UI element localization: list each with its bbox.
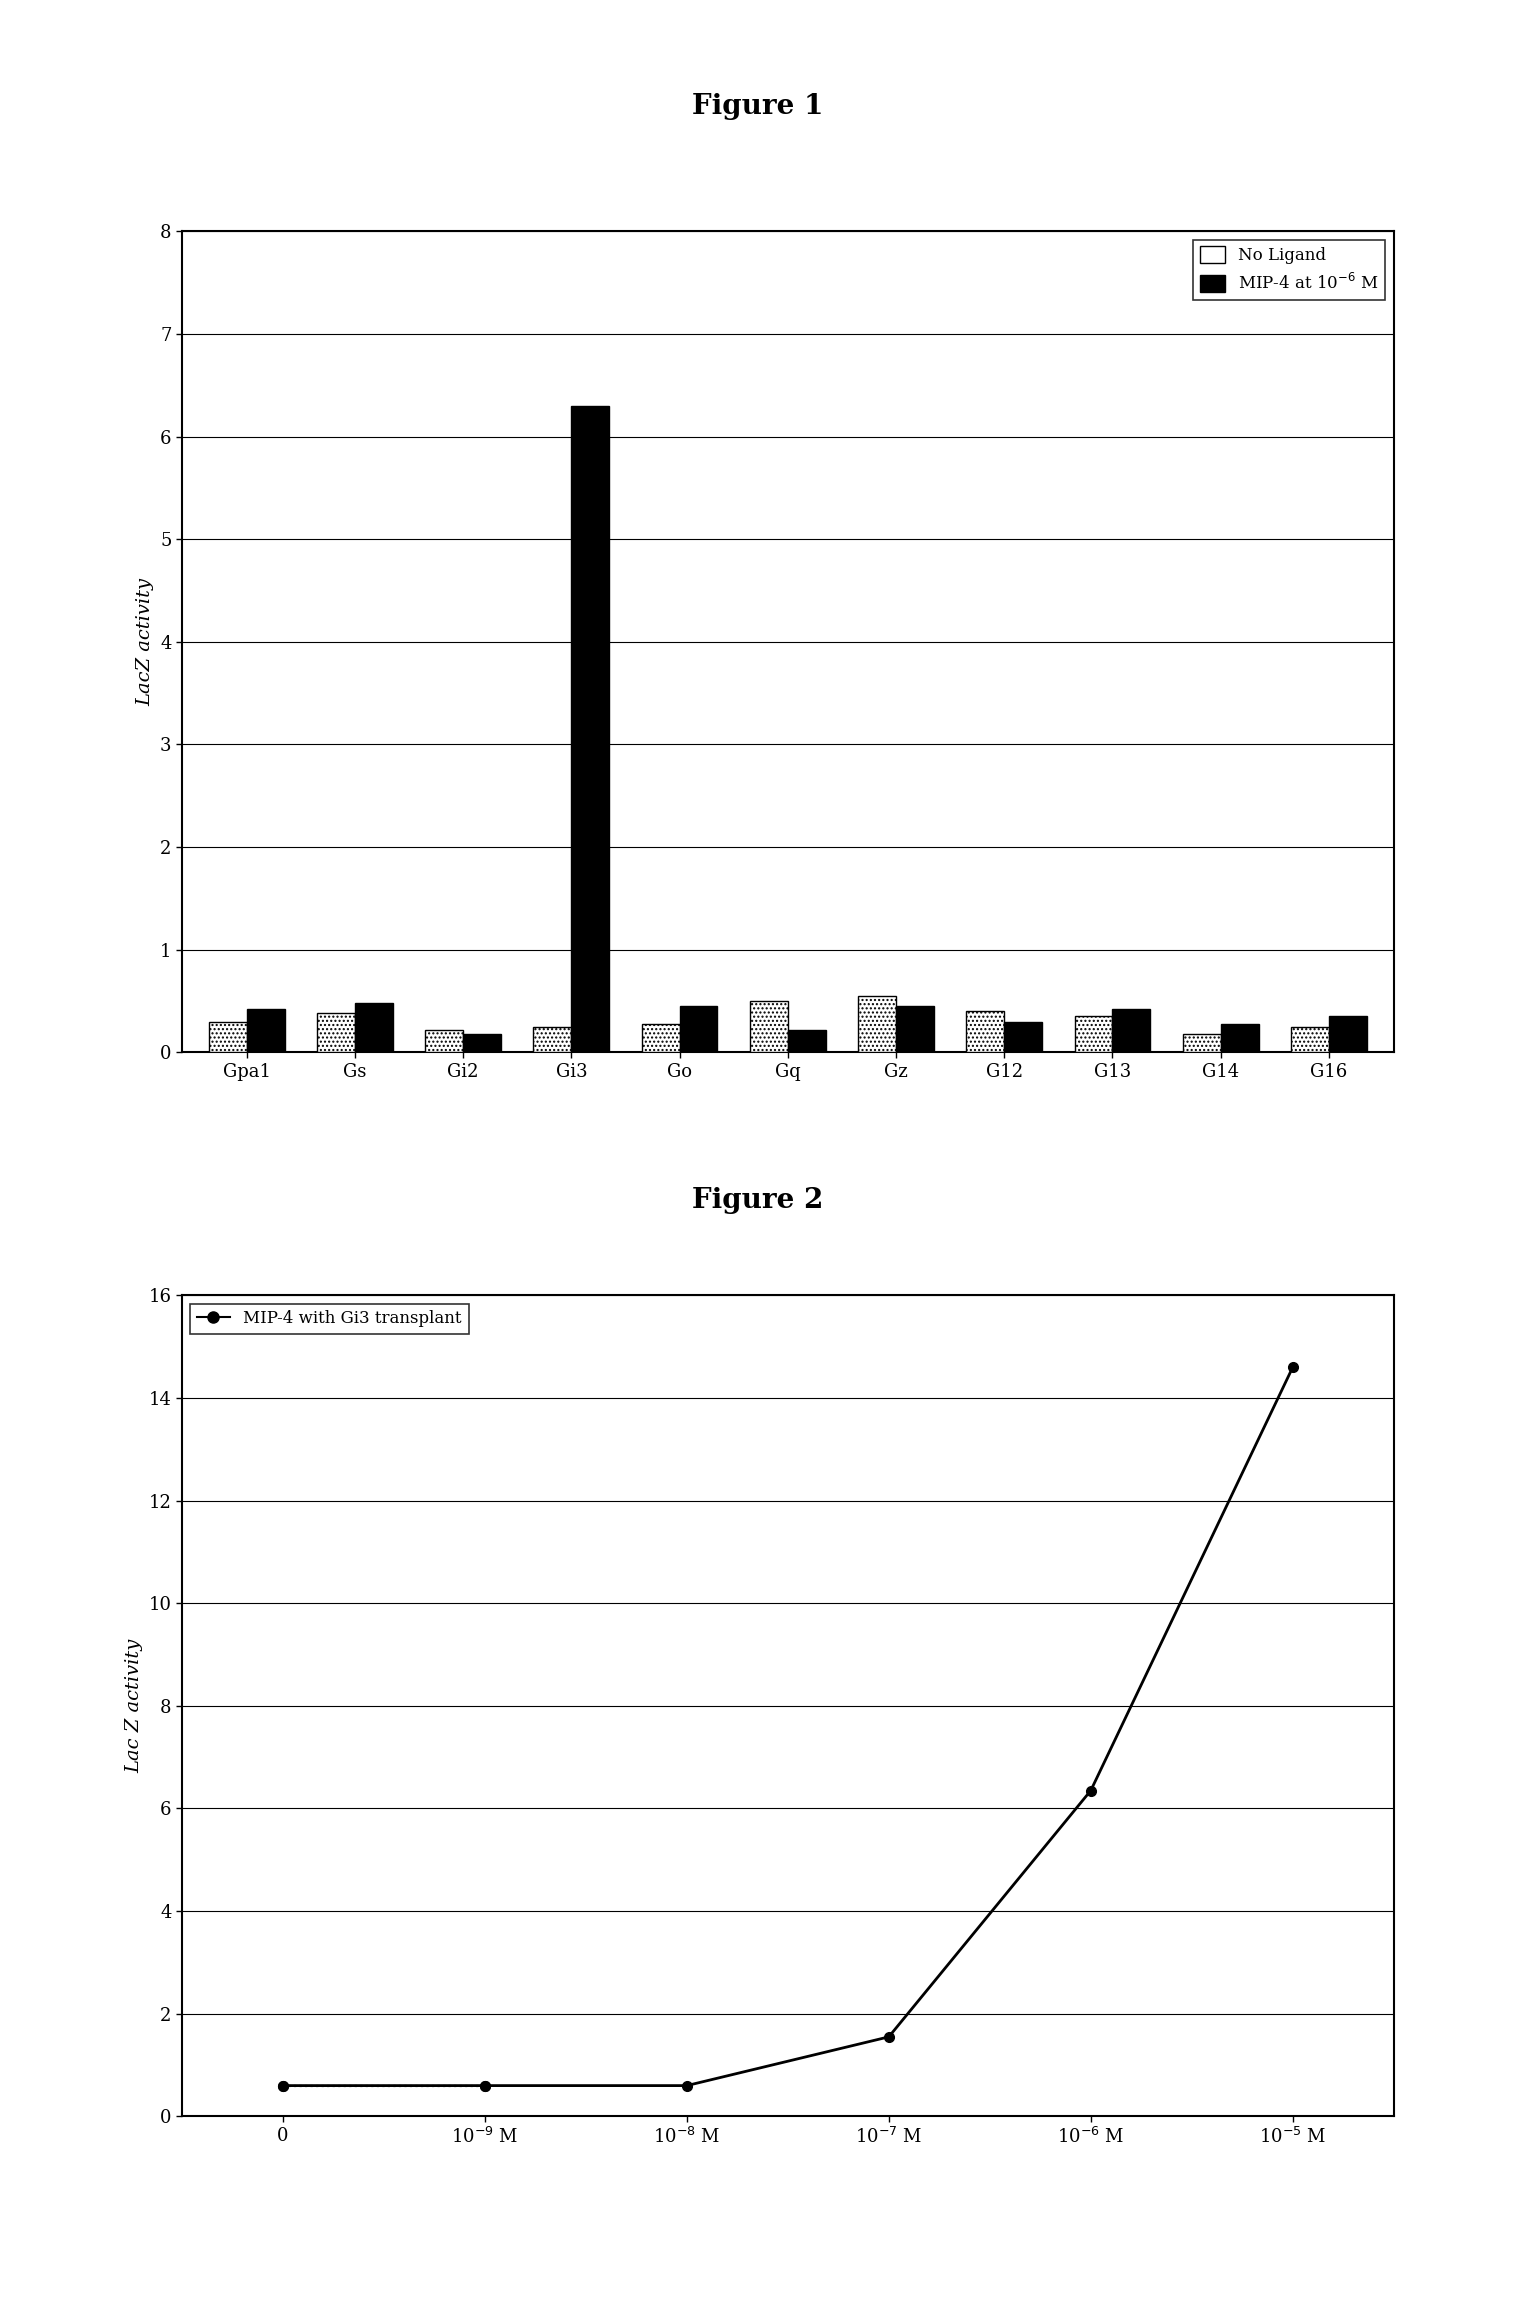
Bar (680, 1006, 718, 1052)
Bar (1291, 1027, 1329, 1052)
Bar (571, 405, 609, 1052)
Bar (1112, 1008, 1150, 1052)
Bar (209, 1022, 247, 1052)
Bar (788, 1029, 826, 1052)
Bar (1221, 1025, 1259, 1052)
Bar (642, 1025, 680, 1052)
Bar (317, 1013, 355, 1052)
Bar (895, 1006, 933, 1052)
Text: Figure 2: Figure 2 (692, 1187, 823, 1214)
Bar (1329, 1015, 1367, 1052)
Y-axis label: LacZ activity: LacZ activity (136, 578, 155, 705)
Bar (857, 997, 895, 1052)
Bar (464, 1034, 501, 1052)
Bar (533, 1027, 571, 1052)
Bar (1004, 1022, 1042, 1052)
Bar (247, 1008, 285, 1052)
Bar (1183, 1034, 1221, 1052)
Bar (967, 1011, 1004, 1052)
Legend: MIP-4 with Gi3 transplant: MIP-4 with Gi3 transplant (191, 1305, 468, 1335)
Legend: No Ligand, MIP-4 at 10$^{-6}$ M: No Ligand, MIP-4 at 10$^{-6}$ M (1194, 241, 1385, 301)
Bar (355, 1004, 392, 1052)
Bar (426, 1029, 464, 1052)
Bar (750, 1002, 788, 1052)
Text: Figure 1: Figure 1 (692, 93, 823, 120)
Bar (1074, 1015, 1112, 1052)
Y-axis label: Lac Z activity: Lac Z activity (124, 1638, 142, 1774)
